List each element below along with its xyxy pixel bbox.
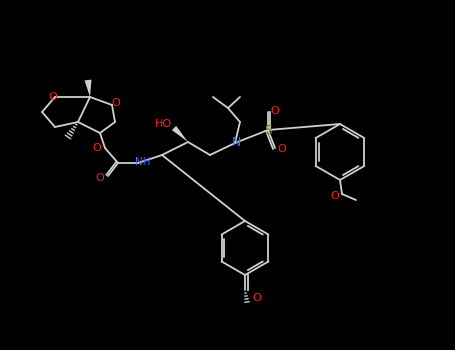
Polygon shape bbox=[172, 126, 188, 142]
Text: O: O bbox=[93, 143, 101, 153]
Text: O: O bbox=[253, 293, 261, 303]
Text: O: O bbox=[96, 173, 104, 183]
Text: O: O bbox=[278, 144, 286, 154]
Text: HO: HO bbox=[154, 119, 172, 129]
Text: O: O bbox=[49, 92, 57, 102]
Text: S: S bbox=[264, 125, 272, 138]
Text: O: O bbox=[271, 106, 279, 116]
Text: N: N bbox=[231, 135, 241, 148]
Text: NH: NH bbox=[135, 157, 151, 167]
Polygon shape bbox=[85, 79, 91, 97]
Text: O: O bbox=[111, 98, 121, 108]
Text: O: O bbox=[331, 191, 339, 201]
